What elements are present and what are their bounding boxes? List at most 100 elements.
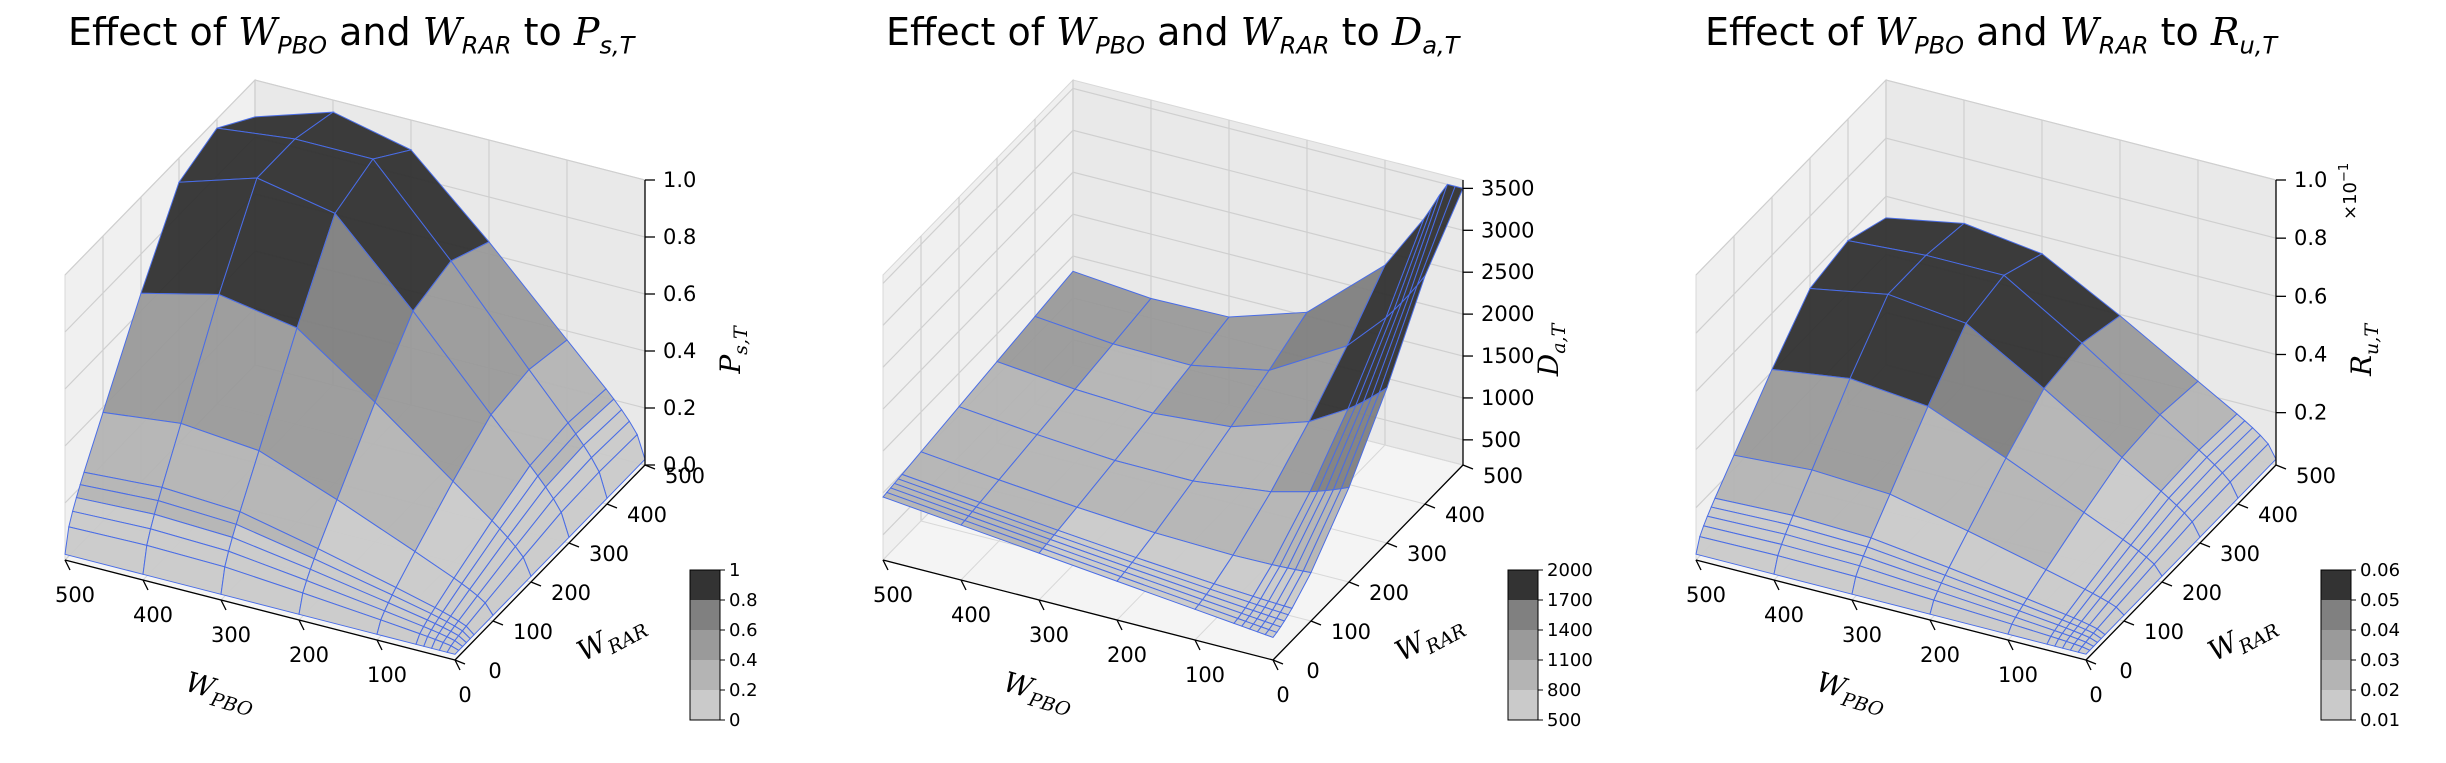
y-axis-line xyxy=(454,464,646,661)
y-axis-label: WRAR xyxy=(571,605,652,672)
x-tick-label: 500 xyxy=(1686,583,1726,607)
y-tick-label: 500 xyxy=(1483,464,1523,488)
z-tick-label: 1000 xyxy=(1481,386,1534,410)
x-tick-label: 0 xyxy=(1276,683,1289,707)
y-tick-mark xyxy=(530,581,542,587)
y-tick-label: 400 xyxy=(627,503,667,527)
colorbar-band xyxy=(690,600,720,630)
z-tick-label: 0.6 xyxy=(2294,284,2327,308)
x-tick-mark xyxy=(376,639,383,651)
x-tick-mark xyxy=(298,619,305,631)
chart-panel-ru: Effect of WPBO and WRAR to Ru,T 0 100 200 3… xyxy=(1631,0,2446,763)
y-axis-line xyxy=(1272,464,1464,661)
y-tick-mark xyxy=(1310,620,1322,626)
z-tick-label: 0.4 xyxy=(2294,342,2327,366)
z-tick-label: 1.0 xyxy=(663,168,696,192)
grid-line xyxy=(882,171,1464,368)
x-tick-label: 300 xyxy=(211,623,251,647)
x-tick-label: 0 xyxy=(458,683,471,707)
x-axis-label: WPBO xyxy=(1811,665,1891,721)
x-tick-label: 300 xyxy=(1029,623,1069,647)
x-tick-mark xyxy=(1194,639,1201,651)
grid-line xyxy=(1695,137,2277,334)
x-axis-line xyxy=(1695,559,2087,661)
z-tick-label: 3500 xyxy=(1481,176,1534,200)
y-tick-label: 400 xyxy=(2258,503,2298,527)
z-tick-label: 3000 xyxy=(1481,218,1534,242)
x-tick-label: 400 xyxy=(1764,603,1804,627)
x-axis-line xyxy=(64,559,456,661)
surface-cell xyxy=(2077,646,2091,655)
z-offset-label: ×10−1 xyxy=(2337,163,2361,220)
colorbar-tick-label: 2000 xyxy=(1547,560,1593,581)
y-tick-label: 0 xyxy=(2119,659,2132,683)
colorbar-tick-label: 0.8 xyxy=(729,590,758,611)
colorbar-tick-label: 0.02 xyxy=(2360,680,2400,701)
y-tick-label: 200 xyxy=(1369,581,1409,605)
colorbar-band xyxy=(690,690,720,720)
x-tick-label: 400 xyxy=(951,603,991,627)
chart-title: Effect of WPBO and WRAR to Ps,T xyxy=(68,10,635,60)
grid-line xyxy=(882,213,1464,410)
x-tick-mark xyxy=(220,599,227,611)
chart-title: Effect of WPBO and WRAR to Da,T xyxy=(886,10,1460,60)
y-tick-mark xyxy=(2237,503,2249,509)
y-axis-label-sub: RAR xyxy=(2234,619,2283,659)
colorbar-band xyxy=(2321,600,2351,630)
y-tick-mark xyxy=(568,542,580,548)
colorbar-tick-label: 1400 xyxy=(1547,620,1593,641)
z-tick-label: 500 xyxy=(1481,428,1521,452)
y-tick-label: 300 xyxy=(1407,542,1447,566)
x-tick-label: 200 xyxy=(289,643,329,667)
colorbar-tick-label: 800 xyxy=(1547,680,1581,701)
y-tick-mark xyxy=(1348,581,1360,587)
x-tick-mark xyxy=(1695,559,1702,571)
grid-line xyxy=(882,87,1464,284)
colorbar-frame xyxy=(689,569,721,721)
x-axis-label-sub: PBO xyxy=(207,688,255,721)
z-tick-label: 0.8 xyxy=(2294,226,2327,250)
surface-plot: 0 100 200 300 400 500 0 100 200 300 400 500 0.2 0.4 0.… xyxy=(1686,78,2400,731)
x-tick-label: 100 xyxy=(367,663,407,687)
y-tick-mark xyxy=(1386,542,1398,548)
colorbar-tick-label: 0.03 xyxy=(2360,650,2400,671)
x-axis-label: WPBO xyxy=(998,665,1078,721)
chart-title: Effect of WPBO and WRAR to Ru,T xyxy=(1705,10,2277,60)
x-tick-mark xyxy=(882,559,889,571)
y-tick-label: 200 xyxy=(551,581,591,605)
colorbar-band xyxy=(690,660,720,690)
colorbar-band xyxy=(2321,630,2351,660)
surface-cell xyxy=(1264,629,1278,639)
x-tick-mark xyxy=(960,579,967,591)
colorbar-tick-label: 0 xyxy=(729,710,740,731)
z-tick-label: 0.4 xyxy=(663,339,696,363)
z-tick-label: 1.0 xyxy=(2294,168,2327,192)
grid-line xyxy=(64,79,646,276)
colorbar-band xyxy=(1508,630,1538,660)
y-tick-label: 300 xyxy=(589,542,629,566)
z-axis-label-sub: u,T xyxy=(2361,323,2383,355)
surface-plot: 010020030040050001002003004005000.00.20.… xyxy=(55,78,758,731)
colorbar-tick-label: 0.04 xyxy=(2360,620,2400,641)
x-tick-mark xyxy=(1038,599,1045,611)
z-tick-label: 2000 xyxy=(1481,302,1534,326)
x-tick-label: 200 xyxy=(1920,643,1960,667)
y-tick-label: 300 xyxy=(2220,542,2260,566)
x-tick-label: 0 xyxy=(2089,683,2102,707)
y-tick-mark xyxy=(1272,659,1284,665)
y-tick-label: 500 xyxy=(665,464,705,488)
y-tick-label: 100 xyxy=(2144,620,2184,644)
y-tick-mark xyxy=(2275,464,2287,470)
colorbar-band xyxy=(690,570,720,600)
colorbar-frame xyxy=(2320,569,2352,721)
x-tick-mark xyxy=(1116,619,1123,631)
colorbar-tick-label: 1100 xyxy=(1547,650,1593,671)
x-tick-label: 100 xyxy=(1185,663,1225,687)
y-tick-mark xyxy=(644,464,656,470)
y-tick-mark xyxy=(2085,659,2097,665)
surface-cell xyxy=(446,645,460,655)
x-tick-mark xyxy=(1773,579,1780,591)
y-axis-label: WRAR xyxy=(1389,605,1470,672)
y-tick-label: 200 xyxy=(2182,581,2222,605)
